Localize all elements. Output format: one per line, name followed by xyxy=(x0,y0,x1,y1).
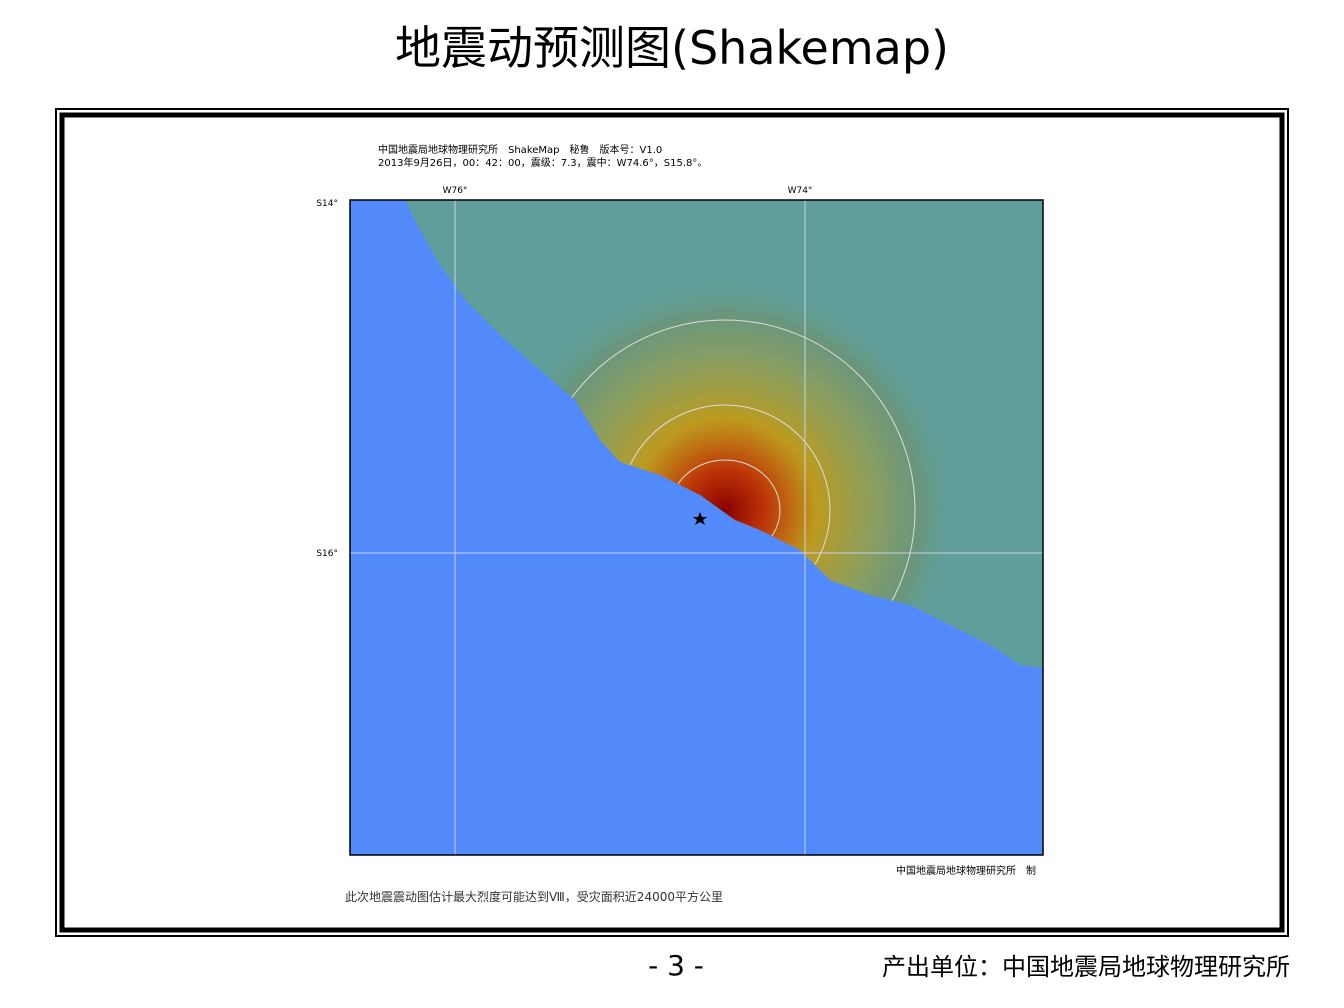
longitude-label: W74° xyxy=(788,186,813,196)
epicenter xyxy=(693,512,707,525)
map-info: 中国地震局地球物理研究所 ShakeMap 秘鲁 版本号：V1.0 xyxy=(378,143,662,156)
page-number: - 3 - xyxy=(648,949,704,982)
slide-title: 地震动预测图(Shakemap) xyxy=(395,21,949,75)
map-credit: 中国地震局地球物理研究所 制 xyxy=(896,864,1036,877)
map-info: 2013年9月26日，00：42：00，震级：7.3，震中：W74.6°，S15… xyxy=(378,156,707,169)
latitude-label: S16° xyxy=(316,549,338,559)
producer: 产出单位：中国地震局地球物理研究所 xyxy=(882,953,1290,981)
outer-frame xyxy=(55,108,1289,937)
map-border xyxy=(349,199,1044,856)
map-caption: 此次地震震动图估计最大烈度可能达到Ⅷ，受灾面积近24000平方公里 xyxy=(345,889,723,904)
latitude-label: S14° xyxy=(316,199,338,209)
inner-frame xyxy=(59,112,1285,933)
longitude-label: W76° xyxy=(443,186,468,196)
